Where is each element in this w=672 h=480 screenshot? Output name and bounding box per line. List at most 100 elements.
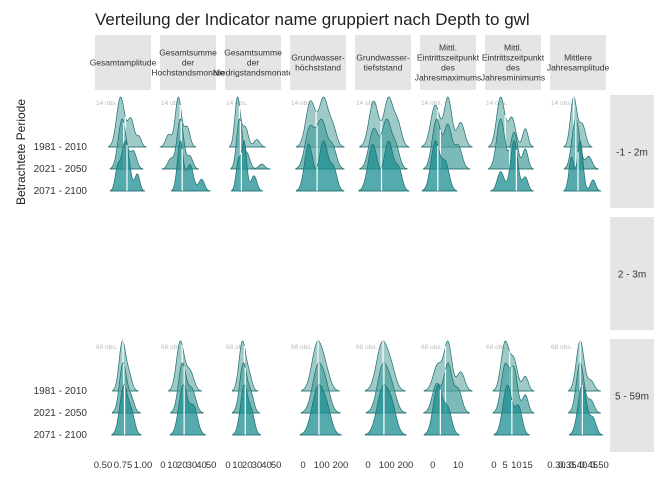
n-obs-label: 68 obs. — [96, 344, 118, 351]
ridge-mittl-eintrittszeitpunkt-des-jahresmaximums-2071-2100 — [421, 140, 458, 192]
x-tick-label: 30 — [187, 460, 198, 471]
ridge-gesamtamplitude-1981-2010 — [108, 96, 147, 148]
x-tick-label: 1.00 — [134, 460, 153, 471]
column-strip-gesamtsumme-der-niedrigstandsmonate — [225, 35, 281, 90]
x-tick-label: 200 — [397, 460, 413, 471]
column-strip-label: der — [247, 58, 259, 68]
x-tick-label: 0.50 — [590, 460, 609, 471]
x-tick-label: 0.40 — [569, 460, 588, 471]
x-tick-label: 40 — [261, 460, 272, 471]
column-strip-label: Grundwasser- — [356, 53, 410, 63]
x-tick-label: 0.75 — [114, 460, 133, 471]
column-strip-label: Eintrittszeitpunkt — [417, 53, 480, 63]
column-strip-gesamtsumme-der-hochstandsmonate — [160, 35, 216, 90]
n-obs-label: 68 obs. — [551, 344, 573, 351]
column-strip-label: Gesamtsumme — [224, 48, 282, 58]
x-tick-label: 10 — [511, 460, 522, 471]
n-obs-label: 14 obs. — [96, 100, 118, 107]
x-tick-label: 100 — [379, 460, 395, 471]
ridge-grundwasser-h-chststand-2071-2100 — [296, 140, 345, 192]
n-obs-label: 68 obs. — [421, 344, 443, 351]
column-strip-label: Niedrigstandsmonate — [213, 68, 294, 78]
row-strip-label: -1 - 2m — [616, 148, 648, 159]
x-tick-label: 0 — [160, 460, 165, 471]
ridge-grundwasser-h-chststand-2071-2100 — [299, 384, 342, 436]
column-strip-label: Jahresminimums — [481, 73, 545, 83]
x-tick-label: 5 — [503, 460, 508, 471]
column-strip-label: Eintrittszeitpunkt — [482, 53, 545, 63]
x-tick-label: 0 — [225, 460, 230, 471]
y-tick-label: 2071 - 2100 — [34, 430, 88, 441]
x-tick-label: 50 — [271, 460, 282, 471]
x-tick-label: 10 — [167, 460, 178, 471]
ridge-grundwasser-tiefststand-2071-2100 — [364, 384, 407, 436]
row-strip-2-3m — [610, 217, 654, 330]
column-strip-label: Gesamtsumme — [159, 48, 217, 58]
x-tick-label: 15 — [522, 460, 533, 471]
x-tick-label: 100 — [314, 460, 330, 471]
ridge-mittl-eintrittszeitpunkt-des-jahresmaximums-2071-2100 — [423, 384, 460, 436]
ridge-mittlere-jahresamplitude-2021-2050 — [568, 362, 601, 414]
column-strip-label: des — [506, 63, 520, 73]
x-tick-label: 0.50 — [94, 460, 113, 471]
column-strip-mittlere-jahresamplitude — [550, 35, 606, 90]
y-tick-label: 1981 - 2010 — [34, 142, 88, 153]
chart-title: Verteilung der Indicator name gruppiert … — [95, 10, 530, 29]
ridge-mittlere-jahresamplitude-2071-2100 — [563, 140, 602, 192]
y-tick-label: 2021 - 2050 — [34, 164, 88, 175]
column-strip-grundwasser-h-chststand — [290, 35, 346, 90]
row-strip-1-2m — [610, 95, 654, 208]
column-strip-label: höchststand — [295, 63, 341, 73]
ridge-gesamtsumme-der-niedrigstandsmonate-2071-2100 — [232, 384, 262, 436]
n-obs-label: 14 obs. — [161, 100, 183, 107]
x-tick-label: 20 — [177, 460, 188, 471]
y-tick-label: 2021 - 2050 — [34, 408, 88, 419]
n-obs-label: 14 obs. — [486, 100, 508, 107]
n-obs-label: 14 obs. — [421, 100, 443, 107]
x-tick-label: 200 — [332, 460, 348, 471]
n-obs-label: 14 obs. — [356, 100, 378, 107]
ridge-mittlere-jahresamplitude-2071-2100 — [569, 384, 604, 436]
column-strip-label: Gesamtamplitude — [90, 58, 157, 68]
row-strip-5-59m — [610, 339, 654, 452]
ridge-gesamtsumme-der-hochstandsmonate-1981-2010 — [159, 96, 197, 148]
column-strip-label: Jahresmaximums — [415, 73, 482, 83]
x-tick-label: 30 — [252, 460, 263, 471]
ridge-gesamtamplitude-1981-2010 — [112, 340, 139, 392]
column-strip-label: der — [182, 58, 194, 68]
x-tick-label: 20 — [242, 460, 253, 471]
x-tick-label: 0.35 — [558, 460, 577, 471]
y-axis-title: Betrachtete Periode — [14, 99, 28, 205]
ridge-grundwasser-tiefststand-2071-2100 — [358, 140, 410, 192]
column-strip-label: tiefststand — [364, 63, 403, 73]
column-strip-label: Mittl. — [504, 43, 522, 53]
column-strip-mittl-eintrittszeitpunkt-des-jahresminimums — [485, 35, 541, 90]
ridge-gesamtamplitude-2021-2050 — [111, 362, 141, 414]
x-tick-label: 0 — [365, 460, 370, 471]
n-obs-label: 68 obs. — [226, 344, 248, 351]
x-tick-label: 0.45 — [580, 460, 599, 471]
x-tick-label: 40 — [196, 460, 207, 471]
column-strip-label: Jahresamplitude — [547, 63, 610, 73]
ridge-mittlere-jahresamplitude-1981-2010 — [563, 96, 593, 148]
column-strip-label: Mittl. — [439, 43, 457, 53]
x-tick-label: 0 — [491, 460, 496, 471]
ridge-gesamtsumme-der-niedrigstandsmonate-2071-2100 — [230, 140, 264, 192]
ridge-gesamtsumme-der-hochstandsmonate-2071-2100 — [169, 384, 206, 436]
column-strip-label: des — [441, 63, 455, 73]
x-tick-label: 50 — [206, 460, 217, 471]
n-obs-label: 14 obs. — [291, 100, 313, 107]
column-strip-gesamtamplitude — [95, 35, 151, 90]
n-obs-label: 14 obs. — [551, 100, 573, 107]
x-tick-label: 0 — [430, 460, 435, 471]
n-obs-label: 68 obs. — [291, 344, 313, 351]
ridge-gesamtsumme-der-hochstandsmonate-2021-2050 — [170, 362, 204, 414]
column-strip-label: Grundwasser- — [291, 53, 345, 63]
ridge-mittl-eintrittszeitpunkt-des-jahresminimums-2021-2050 — [488, 118, 534, 170]
column-strip-mittl-eintrittszeitpunkt-des-jahresmaximums — [420, 35, 476, 90]
column-strip-label: Hochstandsmonate — [151, 68, 225, 78]
y-tick-label: 2071 - 2100 — [34, 186, 88, 197]
n-obs-label: 68 obs. — [486, 344, 508, 351]
ridge-mittl-eintrittszeitpunkt-des-jahresminimums-2071-2100 — [490, 140, 534, 192]
